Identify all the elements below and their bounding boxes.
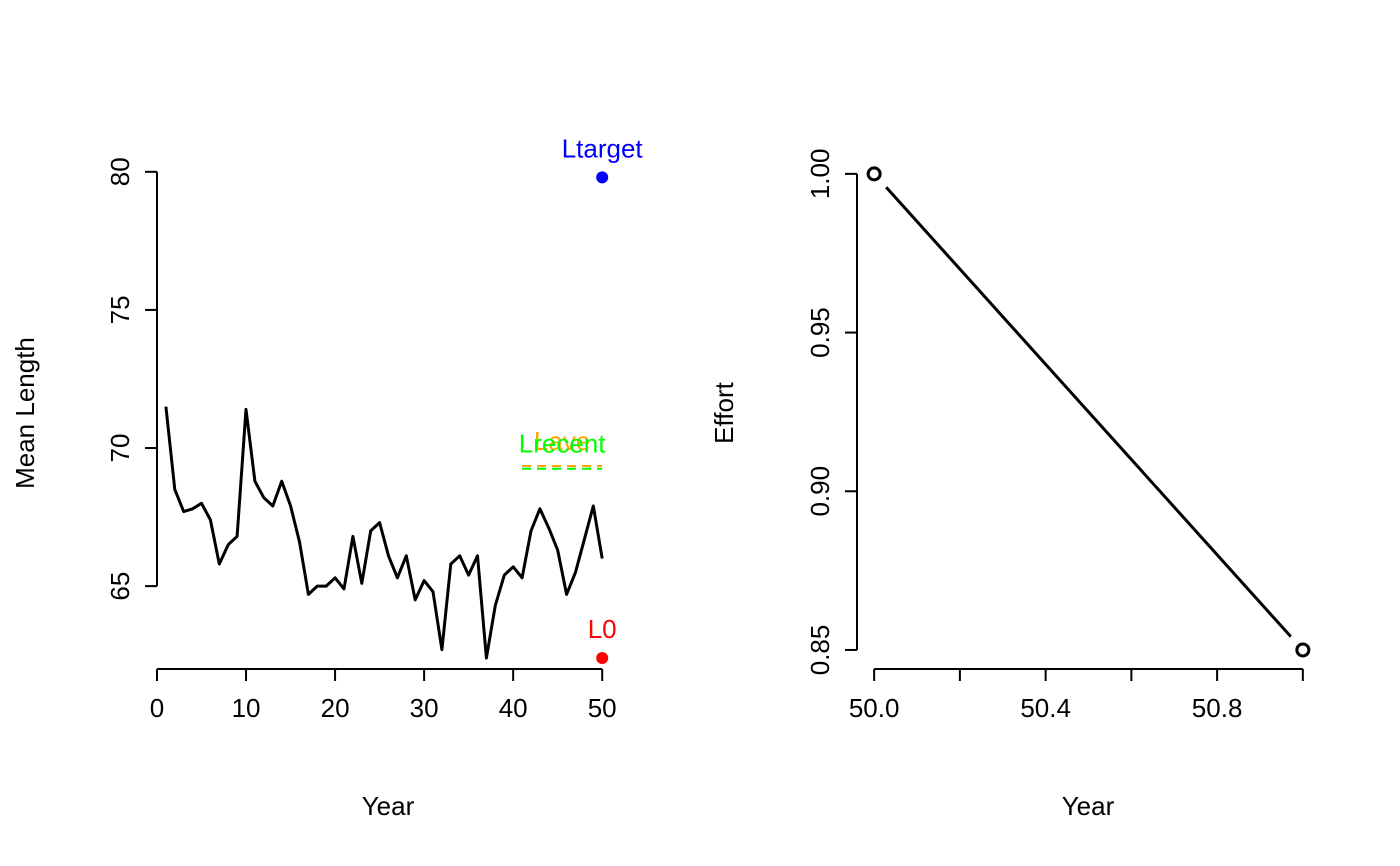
- effort-x-tick-label: 50.4: [1020, 693, 1071, 723]
- mean-length-x-axis-title: Year: [362, 791, 415, 821]
- mean-length-panel: 0 10 20 30 40 5065707580LaveLrecentLtargetL0 …: [10, 133, 643, 821]
- effort-point: [866, 166, 882, 182]
- mean-length-series-line: [164, 406, 604, 660]
- effort-y-axis: 0.85 0.90 0.95 1.00: [805, 149, 858, 676]
- mean-length-x-tick-label: 40: [499, 693, 528, 723]
- mean-length-y-tick-label: 70: [105, 434, 135, 463]
- effort-point: [1295, 642, 1311, 658]
- effort-plot-area: 50.0 50.4 50.8 0.85 0.90 0.95 1.00: [805, 149, 1311, 723]
- mean-length-x-tick-label: 20: [321, 693, 350, 723]
- effort-y-tick-label: 1.00: [805, 149, 835, 200]
- reference-point-ltarget: [596, 171, 609, 184]
- effort-y-tick-label: 0.95: [805, 307, 835, 358]
- reference-line-label-lave: Lave: [534, 426, 590, 456]
- mean-length-x-tick-label: 0: [150, 693, 164, 723]
- mean-length-y-tick-label: 65: [105, 572, 135, 601]
- mean-length-y-axis-title: Mean Length: [10, 337, 40, 489]
- reference-point-label-ltarget: Ltarget: [562, 133, 644, 163]
- mean-length-y-axis: 65 70 75 80: [105, 157, 158, 601]
- effort-y-tick-label: 0.85: [805, 625, 835, 676]
- effort-series-line: [885, 186, 1292, 638]
- mean-length-x-tick-label: 50: [588, 693, 617, 723]
- mean-length-x-tick-label: 10: [232, 693, 261, 723]
- effort-panel: 50.0 50.4 50.8 0.85 0.90 0.95 1.00 Year Effort: [709, 149, 1311, 821]
- reference-line-label-lrecent: Lrecent: [519, 429, 606, 459]
- effort-y-tick-label: 0.90: [805, 466, 835, 517]
- effort-x-axis-title: Year: [1062, 791, 1115, 821]
- effort-x-tick-label: 50.8: [1192, 693, 1243, 723]
- mean-length-x-axis: 0 10 20 30 40 50: [150, 668, 617, 723]
- reference-point-l0: [596, 651, 609, 664]
- mean-length-y-tick-label: 80: [105, 157, 135, 186]
- mean-length-y-tick-label: 75: [105, 295, 135, 324]
- effort-x-tick-label: 50.0: [849, 693, 900, 723]
- effort-y-axis-title: Effort: [709, 381, 739, 443]
- mean-length-x-tick-label: 30: [410, 693, 439, 723]
- effort-x-axis: 50.0 50.4 50.8: [849, 668, 1304, 723]
- reference-point-label-l0: L0: [588, 614, 617, 644]
